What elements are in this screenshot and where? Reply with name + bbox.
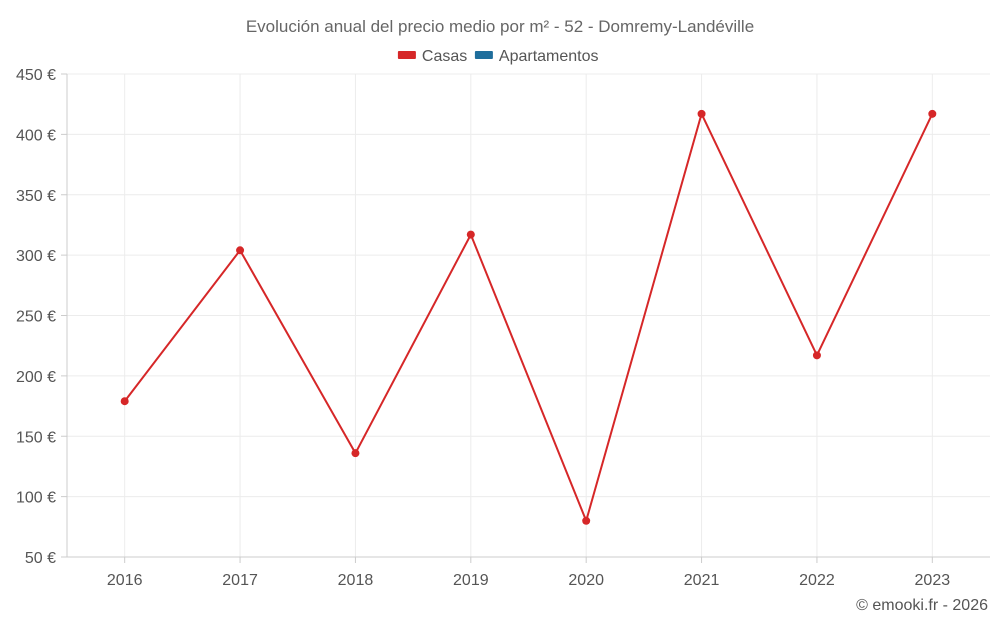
y-tick-label: 150 € — [16, 429, 56, 446]
legend: Casas Apartamentos — [397, 48, 599, 65]
x-axis-ticks: 2016 2017 2018 2019 2020 2021 2022 2023 — [107, 557, 950, 589]
legend-swatch — [474, 51, 493, 59]
y-tick-label: 300 € — [16, 248, 56, 265]
legend-label: Casas — [422, 48, 467, 65]
y-tick-label: 50 € — [25, 550, 56, 567]
x-tick-label: 2021 — [684, 572, 720, 589]
y-tick-label: 250 € — [16, 309, 56, 326]
x-tick-label: 2019 — [453, 572, 489, 589]
y-tick-label: 100 € — [16, 490, 56, 507]
chart-title: Evolución anual del precio medio por m² … — [246, 17, 754, 36]
data-point[interactable] — [236, 246, 245, 255]
x-tick-label: 2017 — [222, 572, 258, 589]
y-tick-label: 200 € — [16, 369, 56, 386]
data-point[interactable] — [466, 230, 475, 239]
legend-item-casas[interactable]: Casas — [397, 48, 467, 65]
x-tick-label: 2016 — [107, 572, 143, 589]
legend-item-apartamentos[interactable]: Apartamentos — [474, 48, 599, 65]
data-point[interactable] — [812, 351, 821, 360]
data-point[interactable] — [928, 109, 937, 118]
x-tick-label: 2020 — [568, 572, 604, 589]
y-tick-label: 400 € — [16, 127, 56, 144]
data-point[interactable] — [351, 449, 360, 458]
legend-swatch — [397, 51, 416, 59]
x-tick-label: 2018 — [338, 572, 374, 589]
x-tick-label: 2022 — [799, 572, 835, 589]
series-layer — [120, 109, 937, 525]
data-point[interactable] — [120, 397, 129, 406]
x-tick-label: 2023 — [915, 572, 951, 589]
data-point[interactable] — [582, 516, 591, 525]
legend-label: Apartamentos — [499, 48, 599, 65]
footer-credit: © emooki.fr - 2026 — [856, 597, 988, 614]
grid — [67, 73, 990, 558]
data-point[interactable] — [697, 109, 706, 118]
y-axis-ticks: 50 € 100 € 150 € 200 € 250 € 300 € 350 € 400 € 4… — [16, 67, 67, 567]
series-line-casas — [123, 111, 934, 524]
y-tick-label: 350 € — [16, 188, 56, 205]
y-tick-label: 450 € — [16, 67, 56, 84]
